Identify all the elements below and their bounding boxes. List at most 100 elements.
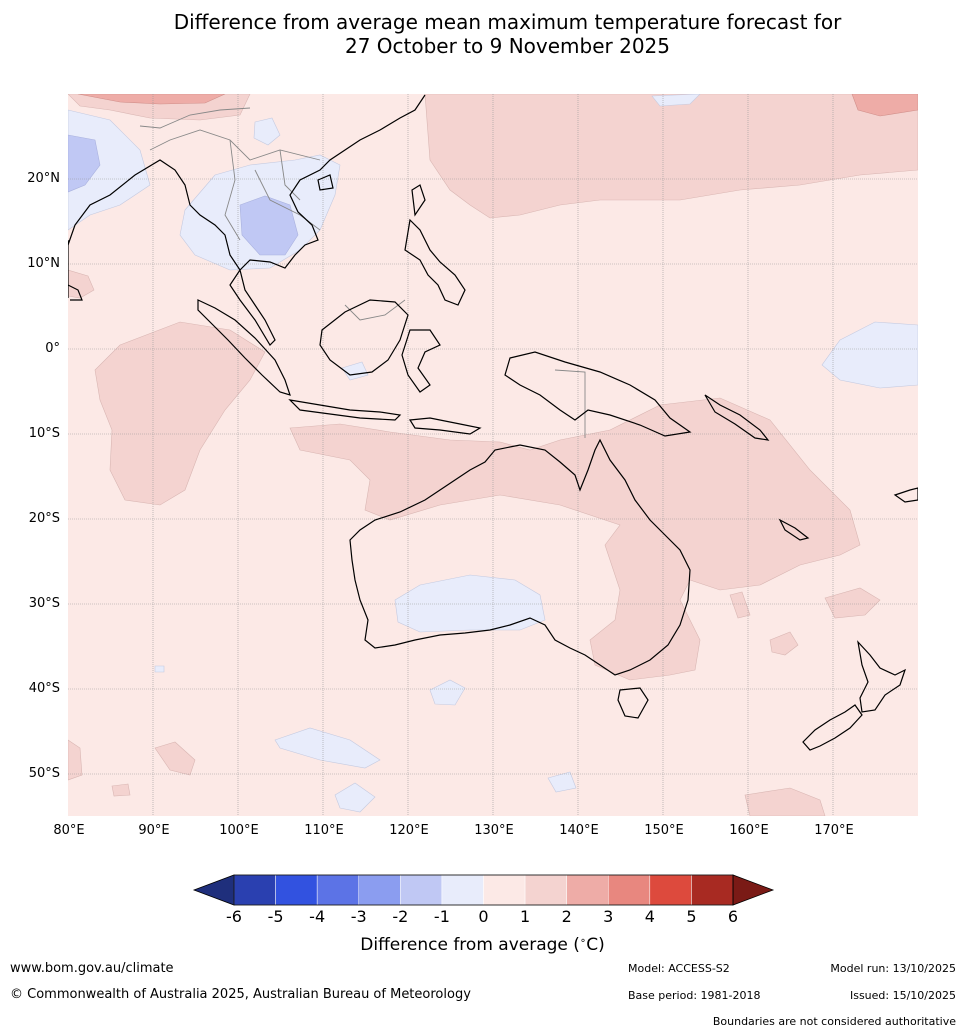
colorbar-unit-c: C	[586, 935, 599, 955]
coast-borneo	[319, 299, 409, 376]
coast-sri-lanka	[68, 284, 83, 301]
cool-region-western-australia	[394, 574, 546, 633]
colorbar-segment	[275, 874, 318, 906]
lon-label-150e: 150°E	[644, 823, 684, 838]
colorbar-tick-label: 3	[603, 907, 614, 926]
footer-boundaries-note: Boundaries are not considered authoritat…	[712, 1015, 956, 1028]
colorbar-tick-label: 0	[478, 907, 489, 926]
coastlines	[68, 94, 918, 751]
footer-model-run: Model run: 13/10/2025	[830, 962, 956, 975]
cool-region-bay-deep	[68, 134, 101, 193]
warm-region-south-west	[154, 741, 196, 776]
colorbar-tick-label: 4	[644, 907, 655, 926]
footer-copyright: © Commonwealth of Australia 2025, Austra…	[10, 987, 471, 1002]
coast-australia	[349, 438, 691, 676]
lon-label-140e: 140°E	[559, 823, 599, 838]
colorbar-extend-low	[192, 874, 235, 906]
cool-region-southern-ocean-2	[274, 727, 381, 769]
lat-label-10n: 10°N	[27, 256, 60, 271]
cool-region-tibet	[253, 117, 281, 146]
warm-region-west-pacific	[424, 94, 918, 219]
coast-hainan	[317, 174, 334, 191]
warm-region-south-west-3	[111, 783, 131, 797]
coast-new-zealand-south	[802, 704, 863, 751]
coast-lesser-sunda	[408, 417, 482, 435]
cool-region-southern-ocean-3	[334, 782, 376, 813]
lat-label-20s: 20°S	[28, 511, 60, 526]
colorbar-segment	[608, 874, 651, 906]
graticule	[68, 94, 918, 816]
colorbar-tick-label: 6	[727, 907, 739, 926]
colorbar-tick-label: -2	[392, 907, 409, 926]
footer-issued: Issued: 15/10/2025	[849, 989, 956, 1002]
lon-label-110e: 110°E	[304, 823, 344, 838]
colorbar-label: Difference from average (∘°CC)	[0, 935, 965, 955]
warm-region-strong-northeast	[851, 94, 918, 117]
coast-solomon	[704, 394, 770, 441]
colorbar-tick-label: 1	[519, 907, 531, 926]
coast-philippines	[404, 218, 466, 306]
lon-label-130e: 130°E	[474, 823, 514, 838]
colorbar-extend-high	[732, 874, 775, 906]
lon-label-170e: 170°E	[814, 823, 854, 838]
colorbar-tick-label: -4	[309, 907, 326, 926]
colorbar-segment	[233, 874, 276, 906]
warm-region-south-west-2	[68, 739, 83, 781]
colorbar-tick-label: -5	[267, 907, 284, 926]
colorbar-frame	[233, 874, 734, 906]
footer-website[interactable]: www.bom.gov.au/climate	[10, 961, 174, 976]
title-line-1: Difference from average mean maximum tem…	[173, 10, 842, 34]
warm-region-australia-north	[289, 397, 861, 681]
warm-region-india-coast	[68, 269, 95, 299]
lon-label-100e: 100°E	[219, 823, 259, 838]
warm-region-strong-north	[77, 94, 226, 105]
lat-label-40s: 40°S	[28, 681, 60, 696]
colorbar-segment	[400, 874, 443, 906]
footer-base-period: Base period: 1981-2018	[628, 989, 761, 1002]
colorbar-segment	[358, 874, 401, 906]
cool-region-java-sea	[341, 361, 369, 381]
coast-new-caledonia	[778, 518, 810, 541]
warm-region-coral	[729, 591, 751, 619]
lat-label-50s: 50°S	[28, 766, 60, 781]
coast-asia-mainland	[68, 94, 426, 346]
colorbar-segment	[649, 874, 692, 906]
lon-label-160e: 160°E	[729, 823, 769, 838]
warm-region-indian-ocean	[94, 321, 266, 506]
lat-label-20n: 20°N	[27, 171, 60, 186]
title-line-2: 27 October to 9 November 2025	[344, 34, 671, 58]
colorbar-segment	[441, 874, 484, 906]
coast-tasmania	[617, 687, 649, 719]
cool-region-southern-ocean-5	[154, 665, 165, 673]
coast-java	[288, 399, 402, 421]
map-title: Difference from average mean maximum tem…	[0, 10, 965, 58]
colorbar-segment	[483, 874, 526, 906]
colorbar-segment	[691, 874, 734, 906]
coast-fiji	[893, 487, 918, 503]
warm-region-south-east	[744, 787, 826, 816]
coast-new-guinea	[504, 351, 692, 437]
lon-label-90e: 90°E	[138, 823, 170, 838]
cool-region-southern-ocean-6	[651, 94, 701, 107]
colorbar-tick-label: -3	[350, 907, 367, 926]
lon-label-80e: 80°E	[53, 823, 85, 838]
cool-region-southern-ocean-1	[429, 679, 466, 706]
lon-label-120e: 120°E	[389, 823, 429, 838]
colorbar-tick-label: 5	[686, 907, 697, 926]
colorbar-tick-label: 2	[561, 907, 572, 926]
warm-region-tasman-1	[769, 631, 799, 656]
colorbar-segment	[316, 874, 359, 906]
colorbar-label-text: Difference from average (	[360, 935, 580, 955]
coast-taiwan	[411, 184, 426, 217]
coast-sumatra	[197, 299, 291, 396]
lat-label-30s: 30°S	[28, 596, 60, 611]
colorbar-degree-sign: ∘	[579, 935, 587, 947]
warm-region-tasman-2	[824, 587, 881, 619]
colorbar-label-close: )	[598, 935, 605, 955]
cool-region-pacific-east	[821, 321, 918, 389]
colorbar-tick-label: -1	[433, 907, 450, 926]
coast-new-zealand-north	[857, 640, 907, 713]
colorbar-tick-label: -6	[226, 907, 242, 926]
lat-label-10s: 10°S	[28, 426, 60, 441]
